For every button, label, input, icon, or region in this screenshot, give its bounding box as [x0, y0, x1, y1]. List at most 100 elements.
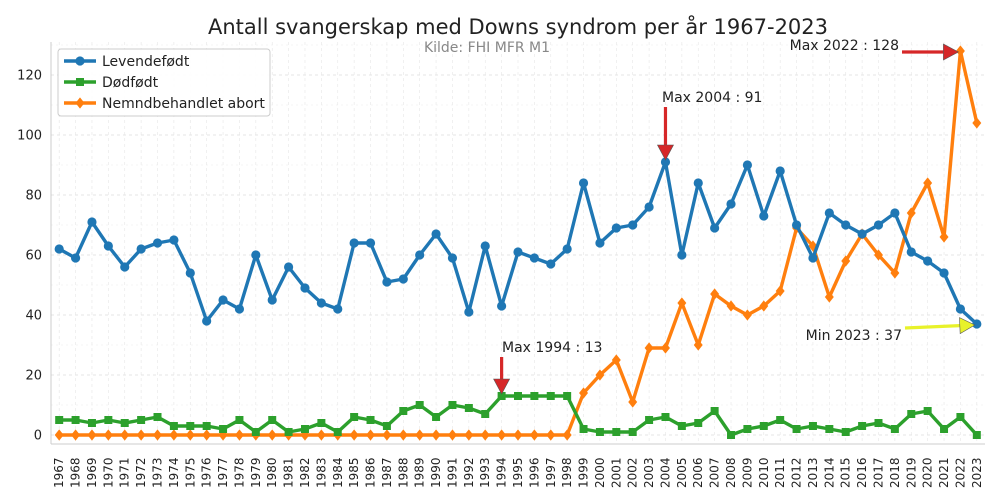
- data-point: [775, 166, 785, 176]
- data-point: [218, 295, 228, 305]
- x-tick-label: 2014: [822, 457, 836, 488]
- legend-entry: Dødfødt: [64, 75, 159, 91]
- data-point: [579, 425, 588, 433]
- x-tick-label: 2015: [839, 457, 853, 488]
- data-point: [906, 207, 916, 219]
- data-point: [972, 319, 982, 329]
- data-point: [120, 429, 130, 441]
- data-point: [841, 255, 851, 267]
- data-point: [530, 392, 539, 400]
- legend-swatch-marker: [75, 56, 85, 66]
- data-point: [890, 425, 899, 433]
- data-point: [940, 425, 949, 433]
- x-tick-label: 2019: [904, 457, 918, 488]
- data-point: [595, 428, 604, 436]
- x-tick-label: 1982: [298, 457, 312, 488]
- legend-entry: Levendefødt: [64, 54, 190, 70]
- x-tick-label: 1970: [101, 457, 115, 488]
- x-tick-label: 2005: [675, 457, 689, 488]
- annotation-arrow: [493, 357, 511, 395]
- data-point: [251, 250, 261, 260]
- data-point: [480, 429, 490, 441]
- data-point: [169, 429, 179, 441]
- data-point: [579, 387, 589, 399]
- x-tick-label: 1997: [544, 457, 558, 488]
- x-tick-label: 1969: [85, 457, 99, 488]
- x-tick-label: 2018: [888, 457, 902, 488]
- arrow-head: [656, 144, 674, 161]
- data-point: [546, 429, 556, 441]
- data-point: [202, 429, 212, 441]
- data-point: [546, 259, 556, 269]
- x-tick-label: 1999: [577, 457, 591, 488]
- data-point: [169, 422, 178, 430]
- x-tick-label: 2000: [593, 457, 607, 488]
- x-tick-label: 1976: [200, 457, 214, 488]
- data-point: [186, 422, 195, 430]
- data-point: [611, 354, 621, 366]
- data-point: [333, 428, 342, 436]
- data-point: [628, 396, 638, 408]
- data-point: [87, 217, 97, 227]
- legend-label: Nemndbehandlet abort: [102, 96, 265, 112]
- x-tick-label: 1994: [495, 457, 509, 488]
- data-point: [87, 429, 97, 441]
- data-point: [219, 425, 228, 433]
- data-point: [759, 422, 768, 430]
- x-tick-label: 1968: [69, 457, 83, 488]
- data-point: [858, 422, 867, 430]
- data-point: [710, 288, 720, 300]
- data-point: [234, 429, 244, 441]
- data-point: [874, 419, 883, 427]
- data-point: [71, 429, 81, 441]
- y-tick-label: 20: [25, 369, 42, 384]
- data-point: [415, 250, 425, 260]
- data-point: [759, 211, 769, 221]
- annotations-layer: Max 2022 : 128 Max 2004 : 91 Max 1994 : 13…: [493, 38, 976, 395]
- annotation-arrow: [904, 317, 976, 335]
- data-point: [283, 262, 294, 272]
- data-point: [825, 425, 834, 433]
- data-point: [382, 277, 392, 287]
- y-tick-labels: 0 20 40 60 80 100 120: [17, 69, 42, 444]
- data-point: [185, 268, 195, 278]
- data-point: [431, 429, 441, 441]
- x-tick-label: 1988: [396, 457, 410, 488]
- data-point: [136, 429, 146, 441]
- x-tick-label: 1984: [331, 457, 345, 488]
- x-tick-label: 1987: [380, 457, 394, 488]
- data-point: [791, 220, 802, 230]
- data-point: [152, 238, 163, 248]
- data-point: [153, 413, 162, 421]
- data-point: [841, 220, 851, 230]
- data-point: [300, 429, 310, 441]
- x-tick-label: 1978: [232, 457, 246, 488]
- x-tick-label: 1990: [429, 457, 443, 488]
- x-tick-label: 1979: [249, 457, 263, 488]
- arrow-head: [959, 317, 976, 335]
- legend-label: Levendefødt: [102, 54, 190, 70]
- x-tick-label: 1980: [265, 457, 279, 488]
- data-point: [644, 342, 654, 354]
- data-point: [808, 253, 818, 263]
- series-0: [54, 157, 982, 329]
- x-tick-label: 1998: [560, 457, 574, 488]
- x-tick-label: 1971: [118, 457, 132, 488]
- x-tick-label: 2004: [658, 457, 672, 488]
- data-point: [284, 428, 293, 436]
- x-tick-label: 2012: [790, 457, 804, 488]
- data-point: [874, 249, 883, 261]
- data-point: [529, 429, 539, 441]
- data-point: [529, 253, 539, 263]
- data-point: [693, 339, 703, 351]
- data-point: [497, 392, 506, 400]
- x-tick-label: 2009: [740, 457, 754, 488]
- data-point: [857, 229, 867, 239]
- data-point: [710, 407, 719, 415]
- data-point: [316, 429, 326, 441]
- y-tick-label: 60: [25, 249, 42, 264]
- data-point: [103, 429, 113, 441]
- x-tick-label: 2001: [609, 457, 623, 488]
- data-point: [464, 429, 474, 441]
- x-tick-label: 1986: [364, 457, 378, 488]
